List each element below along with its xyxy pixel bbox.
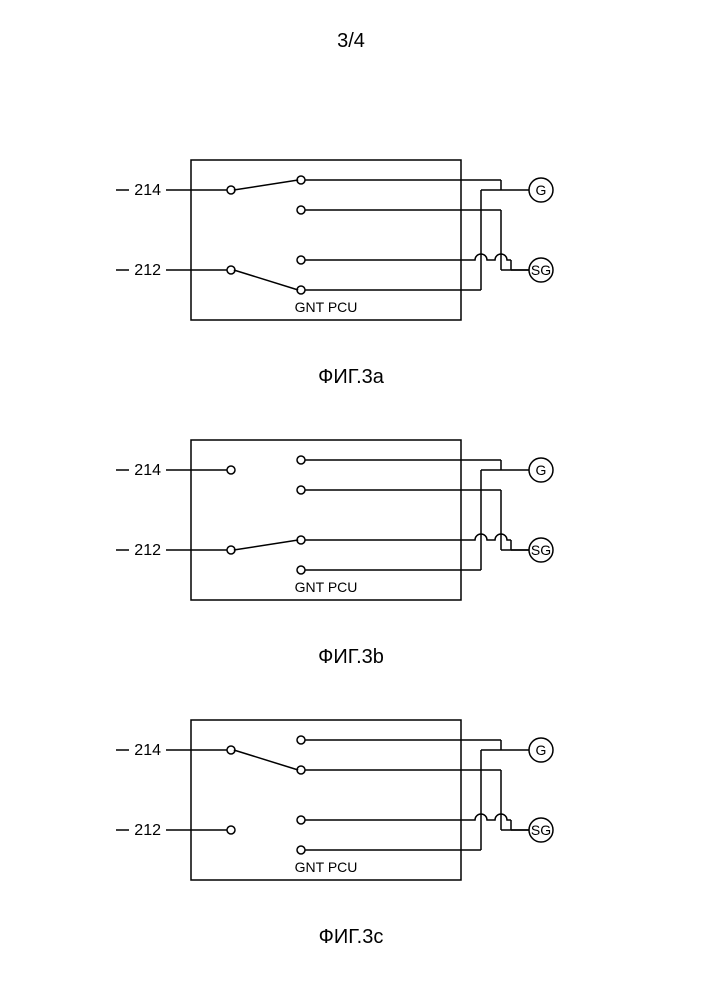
- circuit-diagram-c: GNT PCU 214 212 G SG: [101, 700, 601, 920]
- switch-arm: [234, 270, 298, 290]
- figure-b: GNT PCU 214 212 G SG ФИГ.3b: [0, 420, 702, 669]
- figure-c: GNT PCU 214 212 G SG ФИГ.3c: [0, 700, 702, 949]
- figure-caption-b: ФИГ.3b: [0, 646, 702, 669]
- throw-terminal: [297, 176, 305, 184]
- node-label-g: G: [536, 182, 547, 198]
- pcu-box-label: GNT PCU: [295, 859, 358, 875]
- wire: [461, 254, 511, 260]
- lead-label-214: 214: [134, 462, 161, 479]
- lead-label-212: 212: [134, 542, 161, 559]
- circuit-diagram-a: GNT PCU 214 212 G SG: [101, 140, 601, 360]
- lead-label-214: 214: [134, 742, 161, 759]
- pole-terminal: [227, 826, 235, 834]
- figure-caption-c: ФИГ.3c: [0, 926, 702, 949]
- pcu-box-label: GNT PCU: [295, 579, 358, 595]
- lead-label-212: 212: [134, 822, 161, 839]
- throw-terminal: [297, 456, 305, 464]
- pcu-box: [191, 720, 461, 880]
- wire: [461, 814, 511, 820]
- throw-terminal: [297, 536, 305, 544]
- node-label-g: G: [536, 462, 547, 478]
- switch-arm: [234, 750, 298, 770]
- wire: [461, 534, 511, 540]
- throw-terminal: [297, 206, 305, 214]
- node-label-sg: SG: [531, 262, 551, 278]
- node-label-sg: SG: [531, 542, 551, 558]
- pcu-box: [191, 160, 461, 320]
- lead-label-214: 214: [134, 182, 161, 199]
- pcu-box: [191, 440, 461, 600]
- throw-terminal: [297, 766, 305, 774]
- figure-a: GNT PCU 214 212 G SG ФИГ.3a: [0, 140, 702, 389]
- switch-arm: [234, 540, 298, 550]
- figure-caption-a: ФИГ.3a: [0, 366, 702, 389]
- page-number: 3/4: [0, 30, 702, 53]
- throw-terminal: [297, 486, 305, 494]
- circuit-diagram-b: GNT PCU 214 212 G SG: [101, 420, 601, 640]
- throw-terminal: [297, 846, 305, 854]
- node-label-g: G: [536, 742, 547, 758]
- throw-terminal: [297, 736, 305, 744]
- pole-terminal: [227, 466, 235, 474]
- node-label-sg: SG: [531, 822, 551, 838]
- throw-terminal: [297, 816, 305, 824]
- throw-terminal: [297, 256, 305, 264]
- throw-terminal: [297, 566, 305, 574]
- lead-label-212: 212: [134, 262, 161, 279]
- pcu-box-label: GNT PCU: [295, 299, 358, 315]
- throw-terminal: [297, 286, 305, 294]
- switch-arm: [234, 180, 298, 190]
